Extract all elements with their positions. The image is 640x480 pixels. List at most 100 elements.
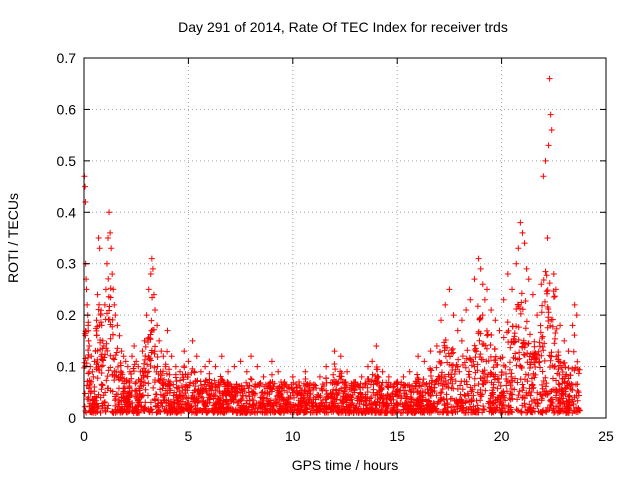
noise-point	[198, 393, 205, 400]
noise-point	[310, 407, 317, 414]
noise-point	[410, 389, 417, 396]
noise-point	[138, 403, 145, 410]
data-point	[100, 343, 107, 349]
noise-point	[129, 387, 136, 394]
noise-point	[111, 377, 118, 384]
data-point	[523, 265, 530, 272]
noise-point	[114, 363, 121, 370]
data-point	[141, 337, 148, 344]
noise-point	[348, 382, 355, 389]
data-point	[177, 368, 184, 375]
noise-point	[177, 405, 184, 412]
noise-point	[541, 340, 548, 347]
data-point	[158, 348, 165, 355]
noise-point	[491, 405, 498, 412]
noise-point	[449, 345, 456, 352]
noise-point	[99, 382, 106, 389]
noise-point	[461, 359, 468, 366]
noise-point	[524, 350, 531, 357]
noise-point	[522, 325, 529, 332]
data-point	[156, 337, 163, 344]
noise-point	[306, 402, 313, 409]
noise-point	[417, 408, 424, 415]
noise-point	[117, 371, 124, 378]
noise-point	[182, 371, 189, 378]
noise-point	[93, 325, 100, 332]
noise-point	[105, 293, 112, 300]
noise-point	[567, 372, 574, 379]
noise-point	[490, 381, 497, 388]
noise-point	[542, 408, 549, 415]
noise-point	[148, 347, 155, 354]
noise-point	[448, 403, 455, 410]
data-point	[147, 271, 154, 277]
noise-point	[173, 378, 180, 385]
noise-point	[528, 398, 535, 405]
noise-point	[372, 402, 379, 409]
noise-point	[553, 387, 560, 394]
data-point	[154, 322, 161, 329]
data-point	[471, 276, 478, 283]
noise-point	[185, 400, 192, 407]
data-point	[500, 296, 507, 303]
noise-point	[497, 382, 504, 389]
data-point	[406, 368, 413, 375]
noise-point	[406, 387, 413, 394]
data-point	[102, 286, 109, 293]
noise-point	[537, 329, 544, 336]
noise-point	[572, 364, 579, 371]
noise-point	[519, 306, 526, 313]
data-point	[385, 373, 392, 380]
noise-point	[555, 352, 562, 359]
noise-point	[567, 402, 574, 409]
plot-frame	[83, 57, 607, 419]
noise-point	[368, 394, 375, 401]
noise-point	[354, 395, 361, 402]
noise-point	[140, 372, 147, 379]
x-tick-label: 20	[494, 428, 510, 444]
noise-point	[531, 374, 538, 381]
noise-point	[167, 379, 174, 386]
noise-point	[241, 402, 248, 409]
noise-point	[463, 397, 470, 404]
noise-point	[390, 404, 397, 411]
noise-point	[231, 388, 238, 395]
noise-point	[505, 327, 512, 334]
noise-point	[536, 343, 543, 350]
noise-point	[82, 355, 89, 362]
noise-point	[129, 399, 136, 406]
noise-point	[448, 347, 455, 354]
noise-point	[347, 392, 354, 399]
data-point	[394, 379, 401, 385]
y-tick-label: 0.6	[57, 101, 77, 117]
data-point	[542, 157, 549, 164]
noise-point	[174, 394, 181, 401]
noise-point	[378, 392, 385, 399]
data-point	[197, 368, 204, 375]
data-point	[118, 348, 125, 355]
noise-point	[563, 403, 570, 410]
noise-point	[543, 380, 550, 387]
noise-point	[181, 363, 188, 370]
data-point	[148, 255, 155, 262]
noise-point	[286, 396, 293, 403]
y-tick-label: 0.1	[57, 359, 77, 375]
data-point	[139, 348, 146, 355]
y-tick-label: 0.7	[57, 50, 77, 66]
noise-point	[471, 409, 478, 416]
noise-point	[372, 401, 379, 408]
noise-point	[145, 380, 152, 387]
noise-point	[278, 394, 285, 401]
noise-point	[158, 372, 165, 379]
noise-point	[521, 400, 528, 407]
noise-point	[103, 377, 110, 384]
noise-point	[492, 397, 499, 404]
noise-point	[454, 363, 461, 370]
noise-point	[565, 364, 572, 371]
noise-point	[384, 392, 391, 399]
noise-point	[521, 395, 528, 402]
noise-point	[105, 402, 112, 409]
noise-point	[551, 408, 558, 415]
noise-point	[532, 371, 539, 378]
noise-point	[553, 394, 560, 401]
